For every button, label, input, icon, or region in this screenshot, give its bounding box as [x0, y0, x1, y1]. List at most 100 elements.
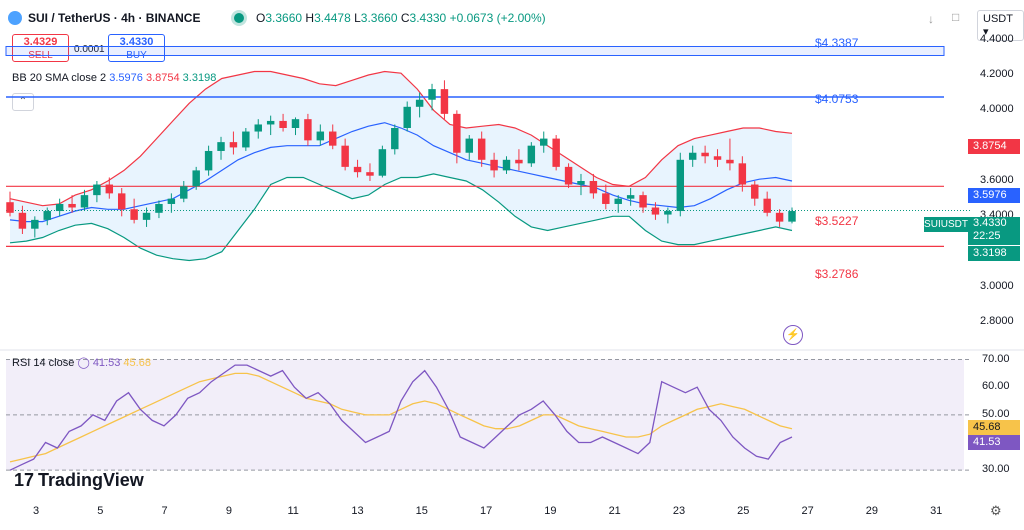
time-axis-label: 9	[225, 505, 232, 517]
time-axis-label: 17	[479, 505, 493, 517]
low-value: 3.3660	[360, 11, 398, 25]
fullscreen-icon[interactable]: □	[952, 10, 960, 24]
rsi-legend[interactable]: RSI 14 close ◯ 41.53 45.68	[12, 356, 151, 369]
candle-body	[639, 195, 647, 208]
level-label: $4.3387	[815, 36, 859, 50]
candle-body	[291, 119, 300, 128]
candle-body	[217, 142, 225, 151]
level-label: $4.0753	[815, 92, 859, 106]
bb-upper-tag: 3.8754	[968, 139, 1020, 154]
rsi-settings-icon[interactable]: ◯	[77, 357, 90, 369]
lightning-icon[interactable]: ⚡	[783, 325, 803, 345]
level-label: $3.5227	[815, 214, 859, 228]
candle-body	[477, 138, 486, 160]
candle-body	[713, 156, 722, 160]
time-axis-label: 5	[97, 505, 104, 517]
time-axis-label: 3	[32, 505, 40, 517]
time-axis-label: 15	[415, 505, 428, 517]
tradingview-logo: 17 TradingView	[14, 470, 144, 491]
candle-body	[453, 113, 461, 153]
candle-body	[378, 149, 387, 176]
last-price-tag: 3.4330 22:25	[968, 217, 1020, 245]
candle-body	[18, 212, 27, 229]
candle-body	[540, 138, 548, 146]
rsi-axis-label: 70.00	[982, 352, 1010, 365]
candle-body	[55, 203, 64, 212]
sell-price: 3.4329	[23, 36, 58, 48]
candle-body	[552, 138, 560, 167]
rsi-line	[9, 364, 793, 471]
candle-body	[6, 202, 14, 213]
time-axis-label: 7	[161, 505, 168, 517]
candle-body	[415, 99, 424, 107]
low-key: L	[354, 11, 361, 25]
candle-body	[726, 159, 734, 164]
tv-logo-icon: 17	[14, 470, 35, 490]
bb-legend[interactable]: BB 20 SMA close 2 3.5976 3.8754 3.3198	[12, 72, 216, 84]
symbol-tag: SUIUSDT	[924, 217, 968, 232]
candle-body	[602, 193, 610, 204]
candle-body	[229, 142, 238, 148]
time-axis-label: 21	[608, 505, 621, 517]
settings-gear-icon[interactable]: ⚙	[990, 503, 1002, 518]
candle-body	[403, 106, 411, 128]
spread-value: 0.0001	[74, 44, 105, 55]
price-axis-label: 4.2000	[980, 68, 1014, 80]
candle-body	[589, 181, 598, 194]
time-axis-label: 31	[930, 505, 943, 517]
candle-body	[43, 211, 51, 220]
high-key: H	[305, 11, 315, 25]
candle-body	[180, 186, 188, 199]
buy-price: 3.4330	[119, 36, 154, 48]
candle-body	[688, 152, 697, 160]
level-label: $3.2786	[815, 267, 859, 281]
candle-body	[738, 163, 747, 185]
candle-body	[353, 166, 362, 173]
symbol-title[interactable]: SUI / TetherUS · 4h · BINANCE	[28, 11, 201, 25]
candle-body	[266, 120, 275, 125]
candle-body	[490, 159, 498, 171]
candle-body	[676, 159, 685, 212]
time-axis-label: 25	[737, 505, 750, 517]
candle-body	[167, 198, 176, 204]
bb-lower-line	[9, 173, 793, 262]
candle-body	[440, 89, 449, 114]
open-value: 3.3660	[265, 11, 303, 25]
candle-body	[651, 207, 660, 215]
candle-body	[701, 152, 709, 157]
candle-body	[329, 131, 337, 146]
bb-basis-line	[9, 122, 793, 223]
rsi-value: 41.53	[92, 357, 121, 369]
sui-logo-icon	[8, 11, 22, 25]
candle-body	[68, 203, 76, 208]
candle-body	[155, 203, 163, 213]
price-axis-label: 4.4000	[980, 32, 1014, 45]
download-icon[interactable]: ↓	[928, 12, 934, 26]
candle-body	[341, 145, 349, 167]
bb-basis-tag: 3.5976	[968, 188, 1020, 203]
candle-body	[93, 184, 101, 196]
price-axis-label: 3.0000	[980, 280, 1014, 292]
candle-body	[775, 212, 784, 222]
price-axis-label: 4.0000	[980, 103, 1014, 116]
candle-body	[465, 138, 473, 153]
rsi-ma-value: 45.68	[123, 357, 151, 369]
close-key: C	[400, 11, 410, 25]
time-axis-label: 19	[544, 505, 557, 517]
candle-body	[428, 89, 436, 100]
rsi-tag: 41.53	[968, 435, 1020, 450]
candle-body	[515, 159, 523, 164]
rsi-axis-label: 60.00	[982, 380, 1010, 393]
price-axis-label: 3.6000	[980, 174, 1014, 186]
time-axis-label: 29	[865, 505, 879, 517]
candle-body	[130, 209, 138, 220]
candle-body	[117, 193, 126, 210]
rsi-axis-label: 50.00	[982, 407, 1010, 420]
candle-body	[564, 166, 573, 185]
rsi-axis-label: 30.00	[982, 463, 1010, 476]
candle-body	[502, 159, 511, 171]
bb-basis-value: 3.5976	[109, 72, 143, 84]
chart-header: SUI / TetherUS · 4h · BINANCE O3.3660 H3…	[0, 0, 1024, 41]
resistance-zone	[5, 45, 945, 56]
